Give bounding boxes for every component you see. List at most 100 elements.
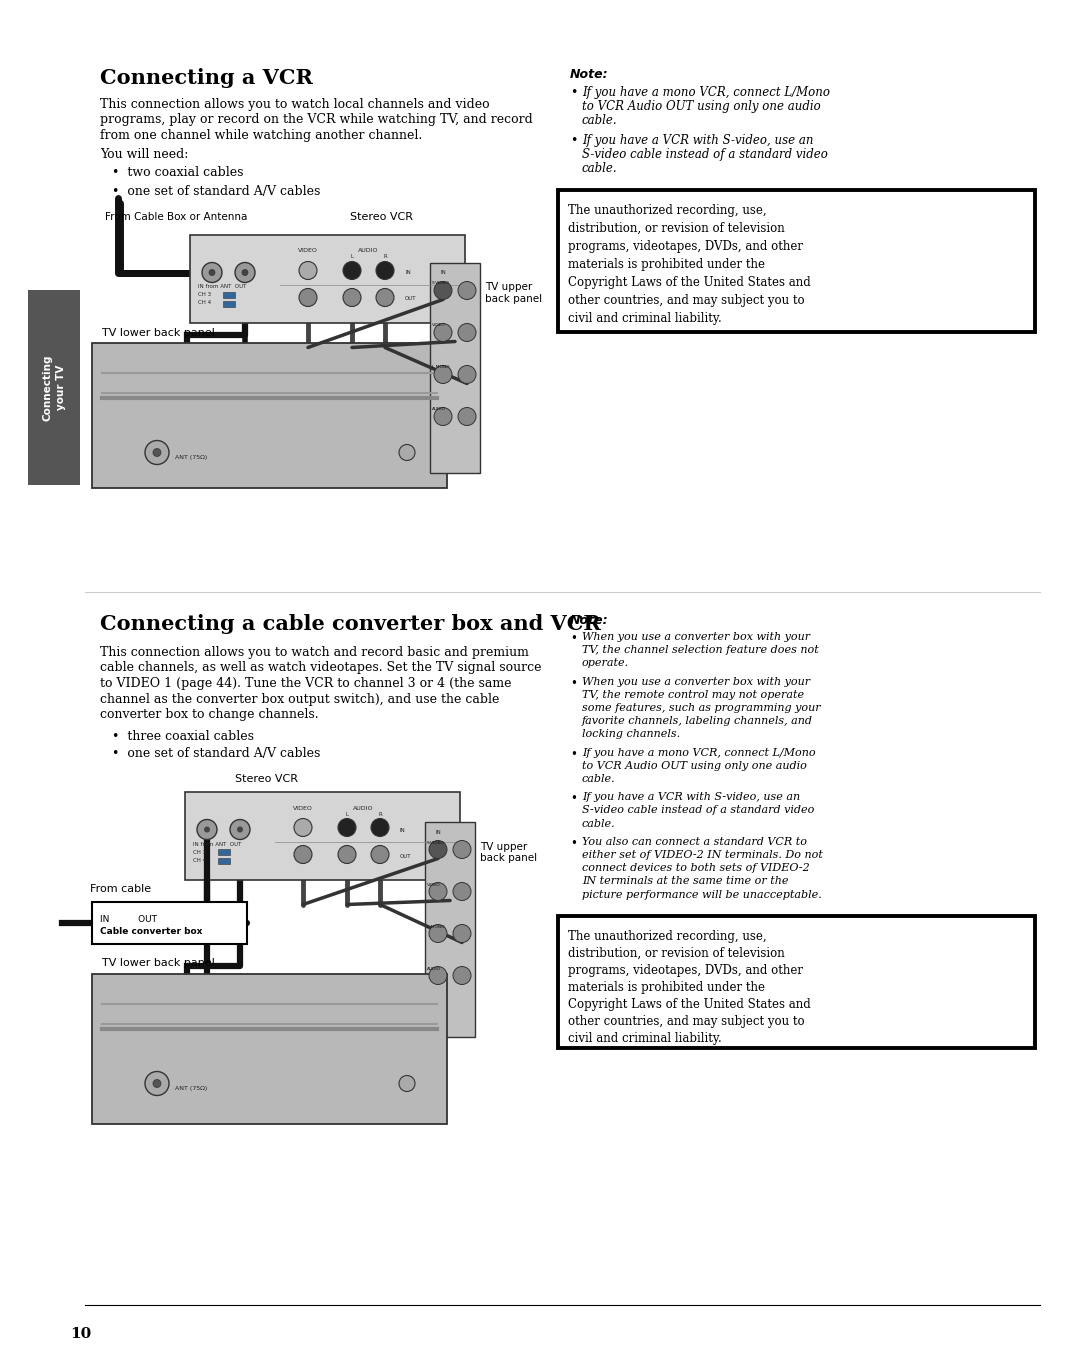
Circle shape — [145, 1071, 168, 1095]
Text: CH 4: CH 4 — [198, 301, 211, 305]
Circle shape — [294, 846, 312, 863]
Bar — [426, 822, 475, 1036]
Circle shape — [399, 445, 415, 460]
Bar — [558, 916, 1035, 1048]
Text: Stereo VCR: Stereo VCR — [350, 213, 413, 223]
Text: from one channel while watching another channel.: from one channel while watching another … — [100, 130, 422, 142]
Text: connect devices to both sets of VIDEO-2: connect devices to both sets of VIDEO-2 — [582, 863, 810, 873]
Circle shape — [458, 324, 476, 341]
Text: L MONO: L MONO — [432, 366, 449, 370]
Text: AUDIO: AUDIO — [357, 248, 378, 254]
Text: to VIDEO 1 (page 44). Tune the VCR to channel 3 or 4 (the same: to VIDEO 1 (page 44). Tune the VCR to ch… — [100, 677, 512, 689]
Circle shape — [453, 882, 471, 901]
Text: IN: IN — [441, 271, 446, 275]
Text: picture performance will be unacceptable.: picture performance will be unacceptable… — [582, 889, 822, 900]
Text: L: L — [346, 812, 349, 816]
Text: If you have a mono VCR, connect L/Mono: If you have a mono VCR, connect L/Mono — [582, 86, 831, 98]
Text: Connecting a cable converter box and VCR: Connecting a cable converter box and VCR — [100, 614, 600, 634]
Bar — [92, 343, 447, 487]
Text: cable.: cable. — [582, 115, 618, 127]
Circle shape — [242, 270, 248, 275]
Bar — [185, 792, 460, 880]
Text: cable.: cable. — [582, 774, 616, 784]
Circle shape — [204, 827, 210, 832]
Circle shape — [434, 366, 453, 383]
Circle shape — [202, 263, 222, 282]
Text: Cable converter box: Cable converter box — [100, 928, 202, 936]
Circle shape — [434, 324, 453, 341]
Text: The unauthorized recording, use,: The unauthorized recording, use, — [568, 929, 767, 943]
Circle shape — [429, 840, 447, 858]
Text: materials is prohibited under the: materials is prohibited under the — [568, 981, 765, 994]
Circle shape — [429, 924, 447, 943]
Text: •: • — [570, 134, 578, 147]
Text: When you use a converter box with your: When you use a converter box with your — [582, 677, 810, 687]
Text: VIDEO: VIDEO — [298, 248, 318, 254]
Text: OUT: OUT — [405, 297, 417, 301]
Circle shape — [153, 1079, 161, 1087]
Circle shape — [453, 924, 471, 943]
Text: IN from ANT  OUT: IN from ANT OUT — [193, 842, 241, 847]
Text: IN: IN — [435, 830, 441, 835]
Text: You also can connect a standard VCR to: You also can connect a standard VCR to — [582, 836, 807, 847]
Text: •: • — [570, 792, 577, 805]
Text: to VCR Audio OUT using only one audio: to VCR Audio OUT using only one audio — [582, 761, 807, 770]
Circle shape — [343, 262, 361, 279]
Text: From cable: From cable — [90, 884, 151, 893]
Text: AUDIO: AUDIO — [427, 966, 441, 970]
Text: locking channels.: locking channels. — [582, 730, 680, 739]
Text: When you use a converter box with your: When you use a converter box with your — [582, 631, 810, 642]
Text: AUDIO: AUDIO — [432, 407, 446, 411]
Text: ANT (75Ω): ANT (75Ω) — [175, 1086, 207, 1091]
Text: •  one set of standard A/V cables: • one set of standard A/V cables — [112, 747, 321, 761]
Circle shape — [294, 819, 312, 836]
Text: TV lower back panel: TV lower back panel — [102, 328, 215, 337]
Text: materials is prohibited under the: materials is prohibited under the — [568, 258, 765, 271]
Text: distribution, or revision of television: distribution, or revision of television — [568, 947, 785, 959]
Circle shape — [145, 441, 168, 464]
Text: L MONO: L MONO — [427, 924, 445, 928]
Text: •  one set of standard A/V cables: • one set of standard A/V cables — [112, 185, 321, 197]
Bar — [430, 263, 480, 472]
Bar — [190, 235, 465, 322]
Circle shape — [237, 827, 243, 832]
Text: either set of VIDEO-2 IN terminals. Do not: either set of VIDEO-2 IN terminals. Do n… — [582, 850, 823, 861]
Text: •: • — [570, 677, 577, 689]
Text: 10: 10 — [70, 1327, 91, 1341]
Text: programs, videotapes, DVDs, and other: programs, videotapes, DVDs, and other — [568, 240, 804, 254]
Text: ANT (75Ω): ANT (75Ω) — [175, 455, 207, 460]
Circle shape — [230, 819, 249, 839]
Bar — [92, 974, 447, 1124]
Circle shape — [210, 270, 215, 275]
Text: If you have a VCR with S-video, use an: If you have a VCR with S-video, use an — [582, 134, 813, 147]
Text: other countries, and may subject you to: other countries, and may subject you to — [568, 1014, 805, 1028]
Circle shape — [372, 819, 389, 836]
Text: •: • — [570, 836, 577, 850]
Circle shape — [399, 1075, 415, 1091]
Bar — [218, 849, 230, 854]
Text: cable.: cable. — [582, 162, 618, 175]
Circle shape — [458, 282, 476, 299]
Text: civil and criminal liability.: civil and criminal liability. — [568, 312, 721, 325]
Text: This connection allows you to watch and record basic and premium: This connection allows you to watch and … — [100, 646, 529, 660]
Text: Note:: Note: — [570, 67, 609, 81]
Text: operate.: operate. — [582, 658, 630, 668]
Bar — [218, 858, 230, 863]
Text: If you have a VCR with S-video, use an: If you have a VCR with S-video, use an — [582, 792, 800, 803]
Text: channel as the converter box output switch), and use the cable: channel as the converter box output swit… — [100, 692, 499, 706]
Text: IN: IN — [405, 271, 410, 275]
Circle shape — [434, 282, 453, 299]
Circle shape — [458, 407, 476, 425]
Text: S-video cable instead of a standard video: S-video cable instead of a standard vide… — [582, 805, 814, 815]
Bar — [558, 190, 1035, 332]
Circle shape — [338, 819, 356, 836]
Text: CH 4: CH 4 — [193, 858, 206, 862]
Circle shape — [434, 407, 453, 425]
Bar — [222, 301, 235, 306]
Text: civil and criminal liability.: civil and criminal liability. — [568, 1032, 721, 1044]
Text: Note:: Note: — [570, 614, 609, 627]
Text: This connection allows you to watch local channels and video: This connection allows you to watch loca… — [100, 98, 489, 111]
Text: cable channels, as well as watch videotapes. Set the TV signal source: cable channels, as well as watch videota… — [100, 661, 541, 674]
Text: VIDEO: VIDEO — [432, 324, 446, 328]
Text: AUDIO: AUDIO — [353, 805, 374, 811]
